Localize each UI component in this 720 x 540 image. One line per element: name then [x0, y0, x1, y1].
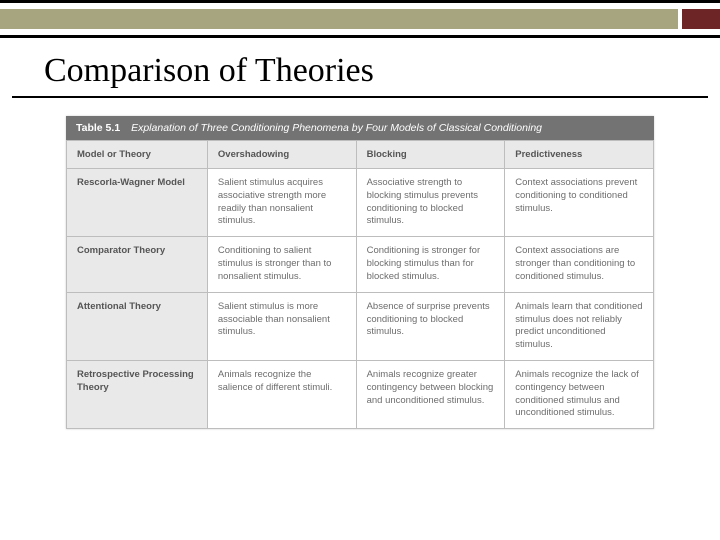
table-row: Attentional Theory Salient stimulus is m… — [67, 292, 654, 360]
table-cell: Animals recognize the salience of differ… — [207, 360, 356, 428]
table-cell: Conditioning to salient stimulus is stro… — [207, 237, 356, 292]
table-header-row: Model or Theory Overshadowing Blocking P… — [67, 141, 654, 169]
table-cell: Animals learn that conditioned stimulus … — [505, 292, 654, 360]
table-row: Comparator Theory Conditioning to salien… — [67, 237, 654, 292]
table-cell: Animals recognize greater contingency be… — [356, 360, 505, 428]
decorative-header-band — [0, 0, 720, 38]
comparison-table: Model or Theory Overshadowing Blocking P… — [66, 140, 654, 429]
row-header: Retrospective Processing Theory — [67, 360, 208, 428]
column-header: Predictiveness — [505, 141, 654, 169]
table-cell: Salient stimulus acquires associative st… — [207, 169, 356, 237]
table-cell: Absence of surprise prevents conditionin… — [356, 292, 505, 360]
row-header: Rescorla-Wagner Model — [67, 169, 208, 237]
table-row: Rescorla-Wagner Model Salient stimulus a… — [67, 169, 654, 237]
page-title: Comparison of Theories — [12, 38, 708, 98]
column-header: Blocking — [356, 141, 505, 169]
table-cell: Context associations are stronger than c… — [505, 237, 654, 292]
column-header: Overshadowing — [207, 141, 356, 169]
column-header: Model or Theory — [67, 141, 208, 169]
band-main — [0, 0, 678, 38]
table-cell: Animals recognize the lack of contingenc… — [505, 360, 654, 428]
table-cell: Context associations prevent conditionin… — [505, 169, 654, 237]
table-number: Table 5.1 — [76, 122, 120, 134]
table-caption-text: Explanation of Three Conditioning Phenom… — [131, 122, 542, 134]
band-accent — [678, 0, 720, 38]
table-cell: Salient stimulus is more associable than… — [207, 292, 356, 360]
table-cell: Conditioning is stronger for blocking st… — [356, 237, 505, 292]
row-header: Attentional Theory — [67, 292, 208, 360]
row-header: Comparator Theory — [67, 237, 208, 292]
table-caption: Table 5.1 Explanation of Three Condition… — [66, 116, 654, 140]
comparison-table-container: Table 5.1 Explanation of Three Condition… — [66, 116, 654, 429]
table-row: Retrospective Processing Theory Animals … — [67, 360, 654, 428]
table-cell: Associative strength to blocking stimulu… — [356, 169, 505, 237]
